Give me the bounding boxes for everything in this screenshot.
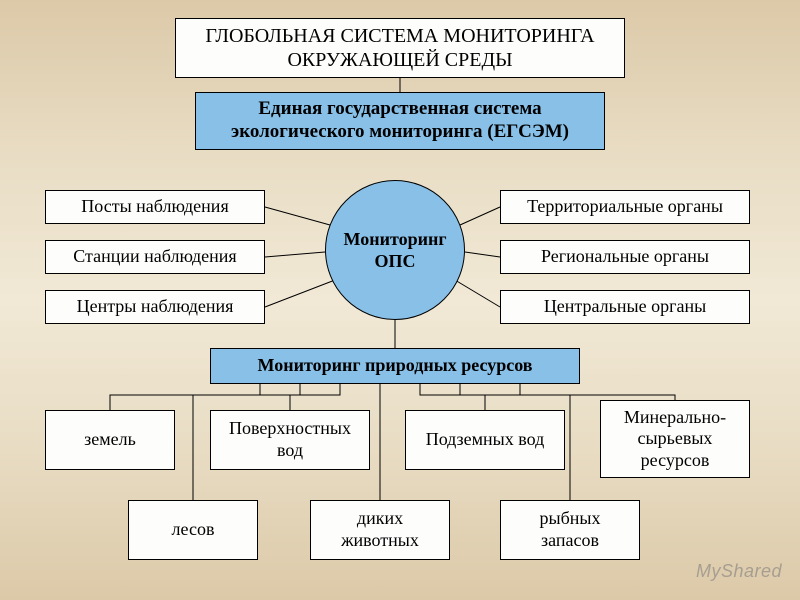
text-line: Единая государственная система xyxy=(231,98,569,121)
node-b_surface: Поверхностныхвод xyxy=(210,410,370,470)
node-label: рыбныхзапасов xyxy=(540,508,601,551)
diagram-container: ГЛОБОЛЬНАЯ СИСТЕМА МОНИТОРИНГАОКРУЖАЮЩЕЙ… xyxy=(0,0,800,600)
text-line: лесов xyxy=(172,519,215,541)
text-line: Станции наблюдения xyxy=(73,246,236,268)
text-line: экологического мониторинга (ЕГСЭМ) xyxy=(231,121,569,144)
watermark: MyShared xyxy=(696,561,782,582)
text-line: Подземных вод xyxy=(426,429,545,451)
node-label: Единая государственная системаэкологичес… xyxy=(231,98,569,144)
text-line: Посты наблюдения xyxy=(81,196,228,218)
text-line: вод xyxy=(229,440,351,462)
connector-4 xyxy=(265,280,335,307)
node-left3: Центры наблюдения xyxy=(45,290,265,324)
connector-10 xyxy=(290,384,340,410)
node-b_land: земель xyxy=(45,410,175,470)
text-line: сырьевых xyxy=(624,428,726,450)
node-b_wild: дикихживотных xyxy=(310,500,450,560)
node-label: земель xyxy=(84,429,136,451)
node-left2: Станции наблюдения xyxy=(45,240,265,274)
node-label: Центральные органы xyxy=(544,296,706,318)
connector-6 xyxy=(465,252,500,257)
text-line: диких xyxy=(341,508,419,530)
text-line: запасов xyxy=(540,530,601,552)
text-line: Мониторинг xyxy=(343,228,446,251)
node-label: Мониторинг природных ресурсов xyxy=(257,355,532,377)
connector-12 xyxy=(420,384,485,410)
connector-2 xyxy=(265,207,330,225)
node-nat_res: Мониторинг природных ресурсов xyxy=(210,348,580,384)
text-line: рыбных xyxy=(540,508,601,530)
node-egsem: Единая государственная системаэкологичес… xyxy=(195,92,605,150)
connector-7 xyxy=(455,280,500,307)
node-label: Минерально-сырьевыхресурсов xyxy=(624,407,726,472)
node-b_fish: рыбныхзапасов xyxy=(500,500,640,560)
node-label: Территориальные органы xyxy=(527,196,723,218)
text-line: Центральные органы xyxy=(544,296,706,318)
node-right3: Центральные органы xyxy=(500,290,750,324)
text-line: Региональные органы xyxy=(541,246,709,268)
node-label: Региональные органы xyxy=(541,246,709,268)
node-label: Поверхностныхвод xyxy=(229,418,351,461)
node-right2: Региональные органы xyxy=(500,240,750,274)
node-right1: Территориальные органы xyxy=(500,190,750,224)
node-b_under: Подземных вод xyxy=(405,410,565,470)
connector-14 xyxy=(520,384,675,400)
node-label: дикихживотных xyxy=(341,508,419,551)
node-label: Станции наблюдения xyxy=(73,246,236,268)
node-left1: Посты наблюдения xyxy=(45,190,265,224)
text-line: Центры наблюдения xyxy=(77,296,234,318)
text-line: Территориальные органы xyxy=(527,196,723,218)
text-line: Поверхностных xyxy=(229,418,351,440)
text-line: земель xyxy=(84,429,136,451)
node-b_mineral: Минерально-сырьевыхресурсов xyxy=(600,400,750,478)
connector-8 xyxy=(110,384,260,410)
node-top_title: ГЛОБОЛЬНАЯ СИСТЕМА МОНИТОРИНГАОКРУЖАЮЩЕЙ… xyxy=(175,18,625,78)
node-label: Подземных вод xyxy=(426,429,545,451)
node-b_forest: лесов xyxy=(128,500,258,560)
node-label: ГЛОБОЛЬНАЯ СИСТЕМА МОНИТОРИНГАОКРУЖАЮЩЕЙ… xyxy=(205,24,594,72)
node-label: Центры наблюдения xyxy=(77,296,234,318)
text-line: ресурсов xyxy=(624,450,726,472)
connector-3 xyxy=(265,252,325,257)
text-line: Мониторинг природных ресурсов xyxy=(257,355,532,377)
node-label: МониторингОПС xyxy=(343,228,446,273)
text-line: животных xyxy=(341,530,419,552)
node-circle: МониторингОПС xyxy=(325,180,465,320)
node-label: лесов xyxy=(172,519,215,541)
text-line: ГЛОБОЛЬНАЯ СИСТЕМА МОНИТОРИНГА xyxy=(205,24,594,48)
text-line: ОПС xyxy=(343,250,446,273)
node-label: Посты наблюдения xyxy=(81,196,228,218)
text-line: ОКРУЖАЮЩЕЙ СРЕДЫ xyxy=(205,48,594,72)
text-line: Минерально- xyxy=(624,407,726,429)
connector-5 xyxy=(460,207,500,225)
